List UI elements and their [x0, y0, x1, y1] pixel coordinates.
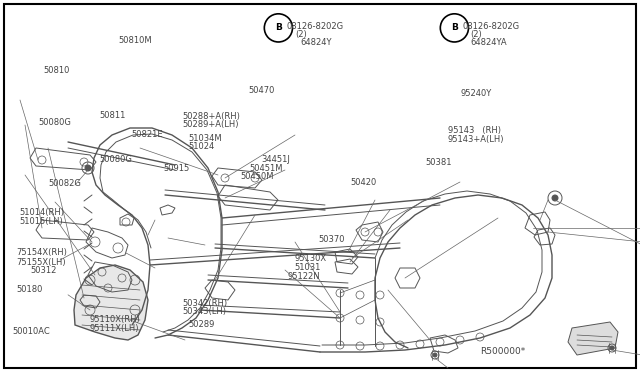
Circle shape — [440, 14, 468, 42]
Text: 50821E: 50821E — [131, 130, 163, 139]
Text: 50312: 50312 — [31, 266, 57, 275]
Text: 75154X(RH): 75154X(RH) — [16, 248, 67, 257]
Text: 95111X(LH): 95111X(LH) — [90, 324, 139, 333]
Polygon shape — [568, 322, 618, 355]
Polygon shape — [74, 265, 148, 340]
Text: (2): (2) — [470, 30, 482, 39]
Text: 95130X: 95130X — [294, 254, 326, 263]
Text: 50810M: 50810M — [118, 36, 152, 45]
Text: 50080G: 50080G — [38, 118, 71, 127]
Text: 50010AC: 50010AC — [13, 327, 51, 336]
Text: B: B — [275, 23, 282, 32]
Text: 50342(RH): 50342(RH) — [182, 299, 228, 308]
Text: 50080G: 50080G — [99, 155, 132, 164]
Text: 50450M: 50450M — [240, 172, 273, 181]
Text: 95143   (RH): 95143 (RH) — [448, 126, 501, 135]
Text: 51031: 51031 — [294, 263, 321, 272]
Text: 50288+A(RH): 50288+A(RH) — [182, 112, 240, 121]
Circle shape — [552, 195, 558, 201]
Text: 95240Y: 95240Y — [461, 89, 492, 98]
Circle shape — [610, 346, 614, 350]
Text: 51034M: 51034M — [189, 134, 223, 143]
Text: 95110X(RH): 95110X(RH) — [90, 315, 140, 324]
Text: 34451J: 34451J — [261, 155, 290, 164]
Text: 50343(LH): 50343(LH) — [182, 307, 227, 316]
Text: 51024: 51024 — [189, 142, 215, 151]
Text: 64824Y: 64824Y — [301, 38, 332, 47]
Text: 08126-8202G: 08126-8202G — [287, 22, 344, 31]
Text: 50810: 50810 — [44, 66, 70, 75]
Text: B: B — [451, 23, 458, 32]
Text: 95122N: 95122N — [288, 272, 321, 280]
Text: 50420: 50420 — [351, 178, 377, 187]
Text: 50370: 50370 — [319, 235, 345, 244]
Text: 75155X(LH): 75155X(LH) — [16, 258, 66, 267]
Text: 51015(LH): 51015(LH) — [19, 217, 63, 226]
Text: 50811: 50811 — [99, 111, 125, 120]
Text: 50289: 50289 — [189, 320, 215, 329]
Text: 95143+A(LH): 95143+A(LH) — [448, 135, 504, 144]
Text: 50381: 50381 — [426, 158, 452, 167]
Text: 50915: 50915 — [163, 164, 189, 173]
Text: R500000*: R500000* — [480, 347, 525, 356]
Text: 64824YA: 64824YA — [470, 38, 507, 47]
FancyBboxPatch shape — [4, 4, 636, 368]
Circle shape — [433, 353, 437, 357]
Text: (2): (2) — [296, 30, 307, 39]
Text: 51014(RH): 51014(RH) — [19, 208, 64, 217]
Text: 08126-8202G: 08126-8202G — [462, 22, 519, 31]
Text: 50180: 50180 — [16, 285, 42, 294]
Text: 50082G: 50082G — [48, 179, 81, 187]
Text: 50289+A(LH): 50289+A(LH) — [182, 120, 239, 129]
Text: 50451M: 50451M — [250, 164, 283, 173]
Text: 50470: 50470 — [248, 86, 275, 94]
Circle shape — [264, 14, 292, 42]
Circle shape — [85, 165, 91, 171]
